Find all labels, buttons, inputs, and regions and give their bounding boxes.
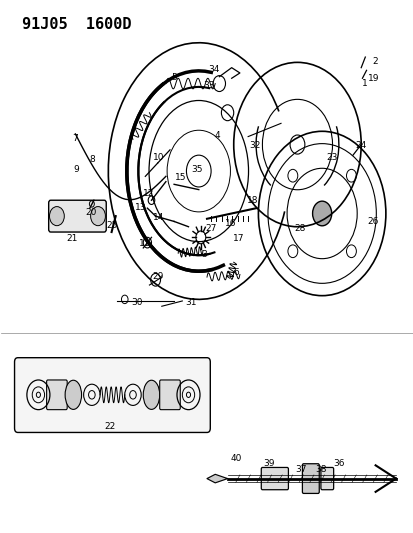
Circle shape: [90, 207, 105, 225]
Text: 91J05  1600D: 91J05 1600D: [22, 17, 131, 33]
Ellipse shape: [65, 380, 81, 409]
Text: 24: 24: [355, 141, 366, 150]
Text: 26: 26: [367, 217, 378, 226]
Text: 40: 40: [230, 454, 242, 463]
FancyBboxPatch shape: [14, 358, 210, 432]
FancyBboxPatch shape: [261, 467, 288, 490]
Text: 5: 5: [171, 73, 176, 82]
Text: 9: 9: [73, 166, 79, 174]
Text: 37: 37: [294, 465, 306, 473]
Text: 10: 10: [152, 154, 164, 163]
Text: 8: 8: [90, 155, 95, 164]
Circle shape: [312, 201, 331, 226]
Text: 12: 12: [142, 189, 154, 198]
FancyBboxPatch shape: [159, 380, 180, 410]
Text: 22: 22: [104, 422, 116, 431]
Text: 6: 6: [233, 268, 239, 277]
Text: 16: 16: [225, 219, 236, 228]
Text: 38: 38: [315, 465, 326, 473]
Text: 4: 4: [214, 131, 220, 140]
Polygon shape: [206, 474, 227, 483]
Ellipse shape: [143, 380, 159, 409]
Text: 2: 2: [372, 57, 377, 66]
Circle shape: [50, 207, 64, 225]
FancyBboxPatch shape: [47, 380, 67, 410]
FancyBboxPatch shape: [49, 200, 106, 232]
Text: 31: 31: [185, 298, 197, 307]
Text: 18: 18: [246, 196, 257, 205]
Text: 21: 21: [66, 235, 78, 244]
Text: 1: 1: [361, 79, 367, 88]
Text: 33: 33: [203, 80, 215, 90]
Text: 39: 39: [263, 459, 275, 469]
Text: 25: 25: [106, 221, 117, 230]
Text: 35: 35: [191, 166, 202, 174]
Text: 32: 32: [249, 141, 260, 150]
FancyBboxPatch shape: [301, 464, 318, 494]
Text: 28: 28: [294, 224, 305, 233]
Text: 20: 20: [85, 208, 97, 217]
Text: 23: 23: [326, 154, 337, 163]
Text: 30: 30: [131, 298, 142, 307]
Text: 14: 14: [152, 213, 164, 222]
Text: 3: 3: [200, 251, 206, 260]
Text: 17: 17: [233, 235, 244, 244]
Text: 36: 36: [333, 459, 344, 469]
Text: 11: 11: [138, 239, 150, 248]
FancyBboxPatch shape: [320, 467, 333, 490]
Text: 13: 13: [134, 203, 146, 212]
Text: 29: 29: [152, 271, 164, 280]
Text: 15: 15: [174, 173, 185, 182]
Text: 19: 19: [367, 74, 378, 83]
Text: 34: 34: [208, 64, 220, 74]
Text: 27: 27: [205, 224, 216, 233]
Text: 7: 7: [72, 134, 78, 143]
